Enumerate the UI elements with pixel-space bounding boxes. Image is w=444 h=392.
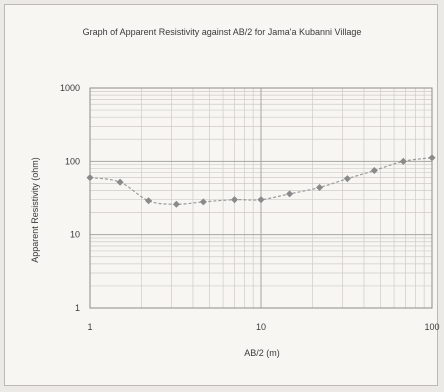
x-tick-label: 1 — [87, 322, 92, 332]
y-axis-label: Apparent Resistivity (ohm) — [30, 157, 40, 263]
data-point-marker — [145, 197, 153, 205]
y-tick-labels: 1 10 100 1000 — [60, 83, 80, 313]
y-tick-label: 100 — [65, 156, 80, 166]
x-axis-label: AB/2 (m) — [244, 348, 280, 358]
data-point-marker — [343, 175, 351, 183]
data-point-marker — [230, 196, 239, 204]
data-point-marker — [116, 178, 124, 186]
y-tick-label: 1 — [75, 303, 80, 313]
chart-frame — [4, 4, 438, 386]
chart-title: Graph of Apparent Resistivity against AB… — [83, 27, 362, 37]
plot-area-border — [89, 87, 433, 309]
y-tick-label: 1000 — [60, 83, 80, 93]
data-point-marker — [316, 183, 324, 192]
data-point-marker — [172, 200, 180, 208]
x-tick-label: 100 — [424, 322, 439, 332]
x-tick-labels: 1 10 100 — [87, 322, 439, 332]
data-point-marker — [370, 166, 378, 175]
y-tick-label: 10 — [70, 230, 80, 240]
data-point-marker — [257, 196, 265, 204]
data-points — [86, 154, 436, 208]
data-point-marker — [399, 157, 407, 165]
data-point-marker — [286, 190, 294, 198]
data-point-marker — [428, 154, 436, 162]
x-tick-label: 10 — [256, 322, 266, 332]
data-point-marker — [199, 198, 207, 206]
data-point-marker — [86, 174, 94, 182]
